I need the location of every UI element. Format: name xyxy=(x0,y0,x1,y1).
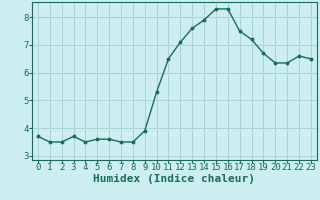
X-axis label: Humidex (Indice chaleur): Humidex (Indice chaleur) xyxy=(93,174,255,184)
